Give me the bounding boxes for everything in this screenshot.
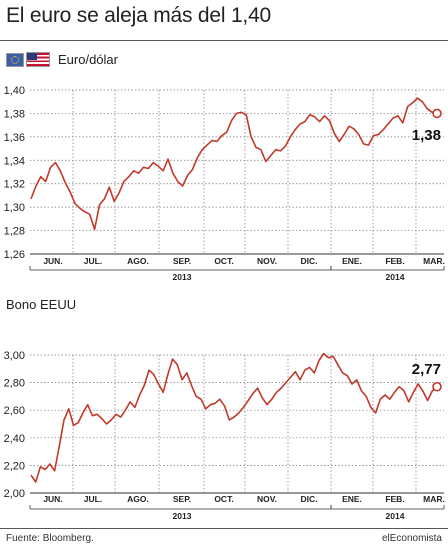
chart1-last-value-label: 1,38 [412, 127, 441, 144]
chart1-month-label: JUN. [43, 256, 62, 266]
chart2-month-label: JUL. [84, 494, 102, 504]
chart2-label: Bono EEUU [6, 297, 77, 312]
chart2-month-label: AGO. [127, 494, 149, 504]
chart1-y-tick-label: 1,36 [4, 132, 25, 144]
chart2-month-label: MAR. [423, 494, 445, 504]
chart1-y-tick-label: 1,34 [4, 155, 25, 167]
chart1-month-label: FEB. [385, 256, 404, 266]
chart1-legend: Euro/dólar [6, 52, 118, 67]
chart1-month-label: JUL. [84, 256, 102, 266]
chart2-last-value-label: 2,77 [412, 361, 441, 378]
chart2-y-tick-label: 2,20 [4, 460, 25, 472]
chart1-end-marker [432, 108, 442, 119]
chart2-month-label: SEP. [173, 494, 191, 504]
chart2-y-tick-label: 2,40 [4, 433, 25, 445]
chart2-y-tick-label: 2,00 [4, 488, 25, 500]
chart2-y-tick-label: 2,80 [4, 378, 25, 390]
chart1-year-label: 2014 [386, 272, 405, 282]
chart2-y-tick-label: 3,00 [4, 350, 25, 362]
chart1-month-label: OCT. [214, 256, 233, 266]
chart2-end-marker [432, 381, 442, 392]
chart1-series-line [30, 97, 438, 231]
chart1-month-label: DIC. [301, 256, 318, 266]
chart1-y-tick-label: 1,28 [4, 226, 25, 238]
chart2-series-line [30, 352, 438, 483]
eu-flag-icon [6, 52, 24, 67]
chart2-month-label: ENE. [342, 494, 362, 504]
chart1-y-tick-label: 1,32 [4, 179, 25, 191]
chart2-y-tick-label: 2,60 [4, 405, 25, 417]
chart1-y-tick-label: 1,38 [4, 108, 25, 120]
chart2-month-label: OCT. [214, 494, 233, 504]
footer-divider [0, 528, 448, 529]
chart1-month-label: SEP. [173, 256, 191, 266]
chart2-month-label: JUN. [43, 494, 62, 504]
page-title: El euro se aleja más del 1,40 [6, 4, 272, 27]
chart1-year-label: 2013 [173, 272, 192, 282]
chart2-year-label: 2014 [386, 511, 405, 521]
chart1-month-label: MAR. [423, 256, 445, 266]
chart1-month-label: ENE. [342, 256, 362, 266]
chart1-y-tick-label: 1,26 [4, 249, 25, 261]
chart1-label: Euro/dólar [58, 52, 118, 67]
chart2-month-label: FEB. [385, 494, 404, 504]
brand-label: elEconomista [381, 533, 442, 544]
chart1-month-label: AGO. [127, 256, 149, 266]
chart1-y-tick-label: 1,40 [4, 85, 25, 97]
title-divider [0, 40, 448, 41]
chart2-month-label: DIC. [301, 494, 318, 504]
us-flag-icon [26, 52, 50, 67]
chart1-y-tick-label: 1,30 [4, 202, 25, 214]
chart2-month-label: NOV. [257, 494, 277, 504]
chart1-month-label: NOV. [257, 256, 277, 266]
source-note: Fuente: Bloomberg. [6, 533, 94, 544]
chart2-year-label: 2013 [173, 511, 192, 521]
